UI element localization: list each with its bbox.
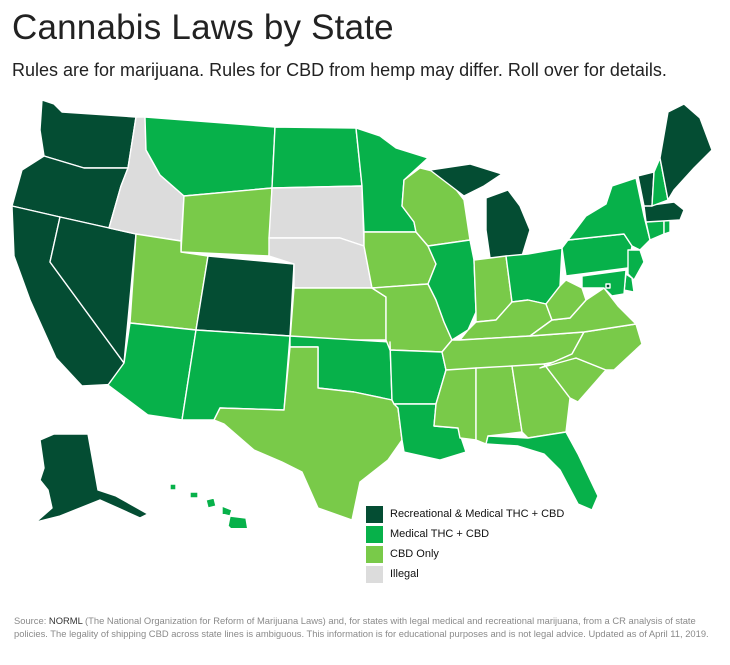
state-ct[interactable]	[645, 219, 665, 241]
legend-swatch-medical	[366, 525, 383, 543]
state-pa[interactable]	[561, 233, 633, 277]
state-nd[interactable]	[271, 126, 363, 189]
state-fl[interactable]	[485, 431, 599, 511]
page-title: Cannabis Laws by State	[12, 8, 394, 47]
state-hi[interactable]	[169, 483, 249, 528]
state-tx[interactable]	[213, 346, 403, 521]
legend-swatch-illegal	[366, 565, 383, 583]
state-ar[interactable]	[389, 341, 447, 405]
state-wv[interactable]	[545, 279, 587, 321]
state-ri[interactable]	[663, 219, 671, 235]
legend-label: CBD Only	[390, 548, 439, 560]
legend-label: Recreational & Medical THC + CBD	[390, 508, 565, 520]
state-nm[interactable]	[181, 329, 291, 421]
state-me[interactable]	[659, 103, 713, 201]
legend-item-illegal: Illegal	[366, 564, 564, 584]
state-dc[interactable]	[605, 283, 611, 289]
state-mi[interactable]	[429, 163, 531, 259]
legend-item-cbd: CBD Only	[366, 544, 564, 564]
state-ks[interactable]	[289, 287, 387, 341]
state-ny[interactable]	[567, 177, 651, 251]
state-wa[interactable]	[39, 99, 137, 169]
source-text: (The National Organization for Reform of…	[14, 615, 709, 639]
map-legend: Recreational & Medical THC + CBD Medical…	[366, 504, 564, 584]
legend-label: Illegal	[390, 568, 419, 580]
source-org-link[interactable]: NORML	[48, 615, 83, 626]
legend-item-recreational: Recreational & Medical THC + CBD	[366, 504, 564, 524]
legend-swatch-recreational	[366, 505, 383, 523]
us-state-map	[11, 99, 713, 528]
legend-label: Medical THC + CBD	[390, 528, 490, 540]
state-sd[interactable]	[268, 185, 365, 247]
state-nj[interactable]	[627, 249, 645, 281]
source-prefix: Source:	[14, 615, 49, 626]
page-subtitle: Rules are for marijuana. Rules for CBD f…	[12, 60, 667, 80]
state-md[interactable]	[581, 269, 627, 297]
state-co[interactable]	[195, 255, 295, 337]
legend-item-medical: Medical THC + CBD	[366, 524, 564, 544]
legend-swatch-cbd	[366, 545, 383, 563]
state-ma[interactable]	[643, 201, 685, 223]
source-note: Source: NORML (The National Organization…	[14, 614, 719, 640]
state-ak[interactable]	[35, 433, 149, 523]
state-wy[interactable]	[180, 187, 273, 257]
